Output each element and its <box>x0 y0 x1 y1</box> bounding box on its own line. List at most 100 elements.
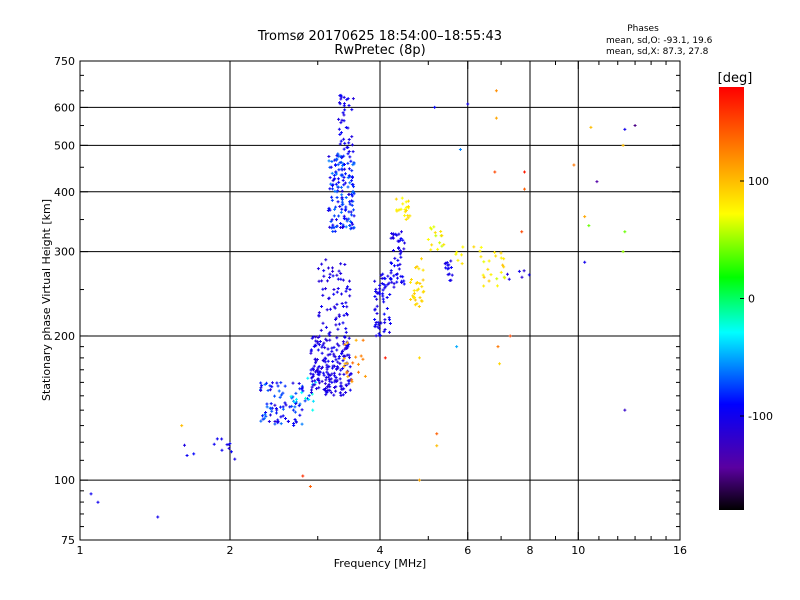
data-point <box>268 413 272 417</box>
data-point <box>320 279 324 283</box>
data-point <box>449 259 453 263</box>
grid-lines <box>80 61 680 540</box>
data-point <box>337 117 341 121</box>
data-point <box>351 176 355 180</box>
data-point <box>337 344 341 348</box>
data-point <box>331 179 335 183</box>
data-point <box>309 391 313 395</box>
data-point <box>375 304 379 308</box>
data-point <box>438 241 442 245</box>
data-point <box>328 276 332 280</box>
data-point <box>293 405 297 409</box>
data-point <box>444 261 448 265</box>
data-point <box>328 330 332 334</box>
data-point <box>343 181 347 185</box>
data-point <box>323 389 327 393</box>
data-point <box>348 181 352 185</box>
data-point <box>385 307 389 311</box>
data-point <box>352 192 356 196</box>
data-point <box>378 333 382 337</box>
data-point <box>346 375 350 379</box>
phase-stats-o: mean, sd,O: -93.1, 19.6 <box>606 36 713 46</box>
data-point <box>397 267 401 271</box>
data-point <box>382 300 386 304</box>
data-point <box>320 351 324 355</box>
data-point <box>330 226 334 230</box>
data-point <box>363 374 367 378</box>
data-point <box>259 381 263 385</box>
data-point <box>332 393 336 397</box>
data-point <box>342 137 346 141</box>
data-point <box>220 448 224 452</box>
y-tick-label: 300 <box>54 246 75 259</box>
data-point <box>332 386 336 390</box>
x-tick-label: 1 <box>77 544 84 557</box>
data-point <box>347 103 351 107</box>
chart-subtitle: RwPretec (8p) <box>334 43 425 58</box>
data-point <box>351 150 355 154</box>
data-point <box>383 328 387 332</box>
data-point <box>390 280 394 284</box>
data-point <box>330 372 334 376</box>
data-point <box>345 217 349 221</box>
data-point <box>294 391 298 395</box>
data-point <box>374 334 378 338</box>
data-point <box>445 261 449 265</box>
data-point <box>349 372 353 376</box>
data-point <box>335 302 339 306</box>
data-point <box>417 478 421 482</box>
data-point <box>328 187 332 191</box>
data-point <box>344 312 348 316</box>
data-point <box>337 313 341 317</box>
data-point <box>482 260 486 264</box>
data-point <box>340 173 344 177</box>
data-point <box>333 380 337 384</box>
data-point <box>317 381 321 385</box>
data-point <box>96 500 100 504</box>
data-point <box>331 359 335 363</box>
data-point <box>314 339 318 343</box>
data-point <box>346 285 350 289</box>
data-points <box>89 89 637 519</box>
data-point <box>401 202 405 206</box>
data-point <box>301 389 305 393</box>
data-point <box>417 356 421 360</box>
data-point <box>494 254 498 258</box>
data-point <box>499 251 503 255</box>
data-point <box>293 410 297 414</box>
data-point <box>455 250 459 254</box>
data-point <box>384 284 388 288</box>
data-point <box>300 408 304 412</box>
data-point <box>333 229 337 233</box>
data-point <box>343 263 347 267</box>
data-point <box>337 356 341 360</box>
data-point <box>320 305 324 309</box>
data-point <box>338 101 342 105</box>
data-point <box>399 255 403 259</box>
x-tick-label: 16 <box>673 544 687 557</box>
data-point <box>392 282 396 286</box>
data-point <box>311 368 315 372</box>
data-point <box>482 284 486 288</box>
y-tick-label: 500 <box>54 139 75 152</box>
data-point <box>342 162 346 166</box>
data-point <box>324 258 328 262</box>
data-point <box>320 262 324 266</box>
data-point <box>324 287 328 291</box>
data-point <box>317 279 321 283</box>
data-point <box>351 361 355 365</box>
data-point <box>313 383 317 387</box>
data-point <box>332 305 336 309</box>
data-point <box>325 308 329 312</box>
data-point <box>350 182 354 186</box>
data-point <box>277 389 281 393</box>
data-point <box>350 108 354 112</box>
data-point <box>333 374 337 378</box>
data-point <box>342 104 346 108</box>
data-point <box>408 280 412 284</box>
data-point <box>342 372 346 376</box>
data-point <box>309 372 313 376</box>
data-point <box>379 273 383 277</box>
data-point <box>417 305 421 309</box>
